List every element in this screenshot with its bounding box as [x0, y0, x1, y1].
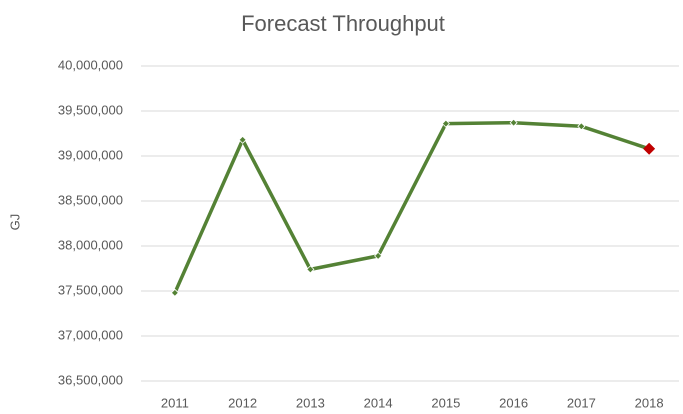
y-tick-label: 37,500,000: [58, 282, 123, 297]
y-tick-label: 37,000,000: [58, 327, 123, 342]
marker: [643, 142, 656, 155]
x-tick-label: 2015: [431, 395, 460, 410]
marker: [170, 288, 179, 297]
marker: [306, 265, 315, 274]
marker: [577, 122, 586, 131]
x-tick-label: 2013: [296, 395, 325, 410]
marker: [238, 135, 247, 144]
x-tick-label: 2016: [499, 395, 528, 410]
chart-title: Forecast Throughput: [241, 11, 445, 36]
y-tick-label: 39,500,000: [58, 102, 123, 117]
x-tick-label: 2014: [364, 395, 393, 410]
line: [173, 120, 650, 294]
y-tick-label: 40,000,000: [58, 57, 123, 72]
marker: [441, 119, 450, 128]
y-tick-label: 36,500,000: [58, 372, 123, 387]
x-tick-label: 2017: [567, 395, 596, 410]
x-tick-label: 2012: [228, 395, 257, 410]
x-tick-label: 2018: [635, 395, 664, 410]
y-tick-label: 39,000,000: [58, 147, 123, 162]
y-axis-label: GJ: [7, 214, 22, 231]
x-tick-label: 2011: [161, 395, 189, 410]
y-tick-label: 38,500,000: [58, 192, 123, 207]
marker: [509, 118, 518, 127]
y-tick-label: 38,000,000: [58, 237, 123, 252]
marker: [374, 251, 383, 260]
